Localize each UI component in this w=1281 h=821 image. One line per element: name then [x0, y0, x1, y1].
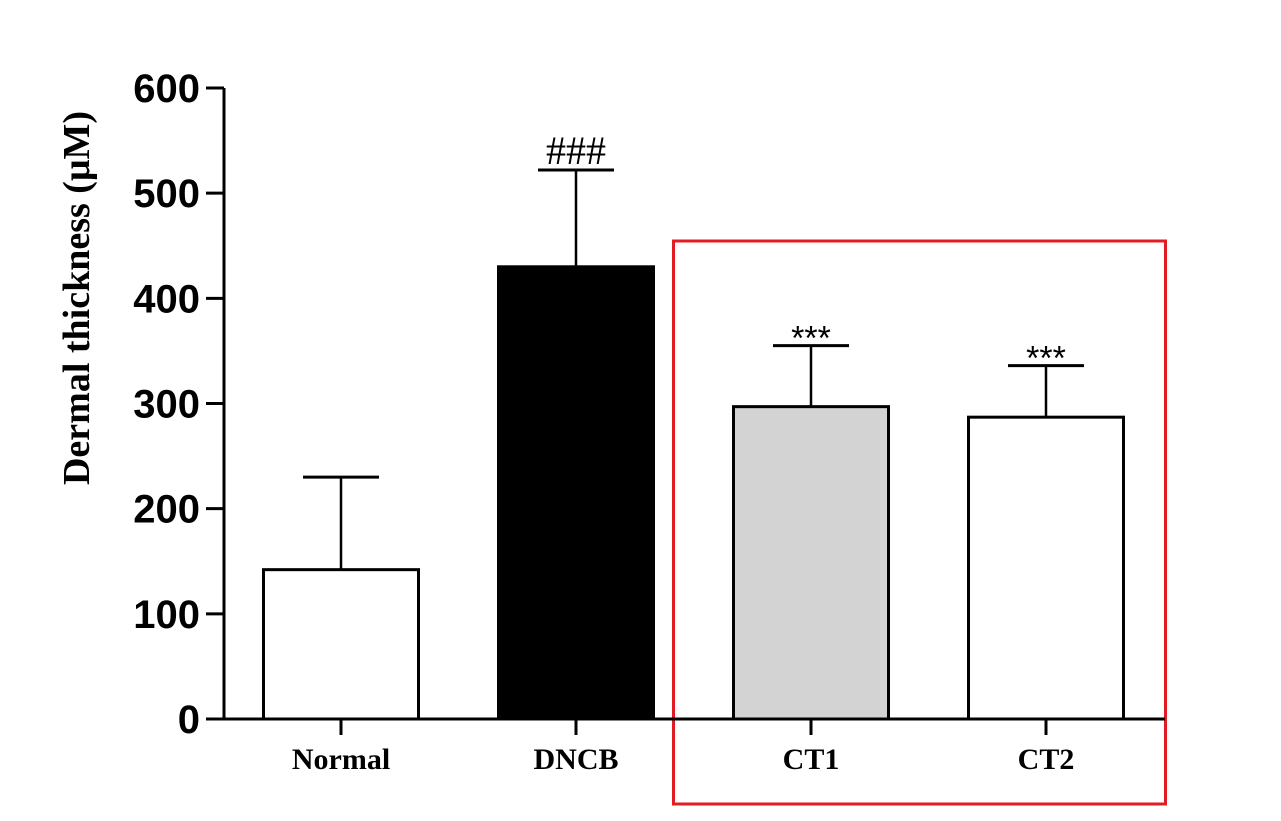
y-tick-label: 200: [133, 488, 200, 532]
highlight-layer: [672, 239, 1167, 806]
bar-normal: [262, 568, 420, 721]
x-tick-label-ct2: CT2: [1018, 743, 1075, 776]
labels-layer: 0 100 200 300 400 500 600 Normal DNCB CT1 CT2 Derma…: [56, 67, 1074, 776]
significance-label-ct2: ***: [1026, 340, 1066, 378]
highlight-box: [672, 239, 1167, 806]
y-tick-label: 500: [133, 172, 200, 216]
y-tick-label: 600: [133, 67, 200, 111]
significance-label-ct1: ***: [791, 320, 831, 358]
y-tick-label: 100: [133, 593, 200, 637]
x-tick-label-ct1: CT1: [783, 743, 840, 776]
significance-label-dncb: ###: [546, 128, 606, 173]
x-tick-label-normal: Normal: [292, 743, 390, 776]
axes-layer: [206, 86, 1165, 735]
y-axis-title: Dermal thickness (μM): [56, 111, 98, 485]
bar-ct2: [967, 415, 1125, 721]
y-tick-label: 400: [133, 277, 200, 321]
y-tick-label: 300: [133, 383, 200, 427]
x-tick-label-dncb: DNCB: [533, 743, 618, 776]
bar-ct1: [732, 405, 890, 721]
bars-layer: [262, 265, 1125, 721]
error-bars-layer: [303, 168, 1084, 570]
bar-dncb: [497, 265, 655, 721]
y-tick-label: 0: [178, 698, 200, 742]
